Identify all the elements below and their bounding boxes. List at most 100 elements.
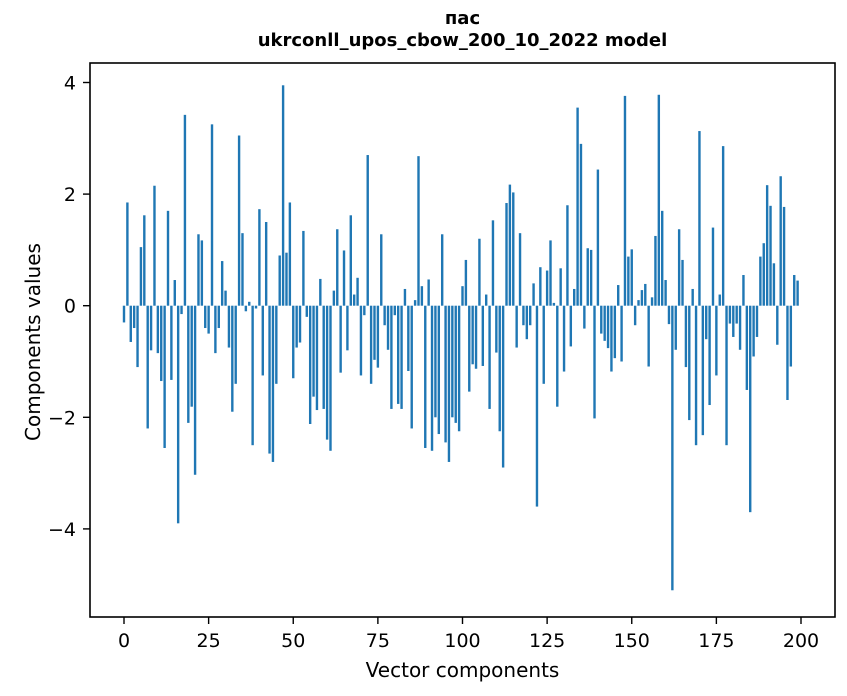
bar xyxy=(515,305,518,348)
bar xyxy=(427,279,430,306)
bar xyxy=(170,305,173,380)
bar xyxy=(325,305,329,440)
bar xyxy=(400,305,403,409)
bar xyxy=(220,261,224,306)
bar xyxy=(542,305,545,384)
bar xyxy=(708,305,711,406)
bar xyxy=(444,305,447,443)
bar xyxy=(485,294,488,306)
bar xyxy=(207,305,210,334)
bar xyxy=(332,290,336,306)
bar xyxy=(793,275,796,306)
chart-subtitle: ukrconll_upos_cbow_200_10_2022 model xyxy=(257,30,668,51)
bar xyxy=(603,305,606,341)
chart-title: пас xyxy=(444,8,481,29)
bar xyxy=(451,305,454,418)
bar xyxy=(694,305,698,446)
bar xyxy=(346,305,349,351)
bar xyxy=(759,256,762,306)
bar xyxy=(457,305,461,432)
bar xyxy=(501,305,505,468)
bar xyxy=(677,229,681,306)
bar xyxy=(654,235,657,306)
bar xyxy=(292,305,295,379)
y-tick-label: −4 xyxy=(48,519,76,541)
bar xyxy=(136,305,139,368)
bar xyxy=(481,305,485,366)
bar xyxy=(529,305,532,326)
bar xyxy=(258,209,261,306)
bar xyxy=(518,233,522,306)
bar xyxy=(244,305,248,312)
bar xyxy=(149,305,153,351)
bar xyxy=(667,305,671,325)
bar xyxy=(728,305,732,324)
bar xyxy=(535,305,539,507)
bar xyxy=(647,305,650,367)
bar xyxy=(339,305,342,373)
bar xyxy=(342,250,346,306)
bar xyxy=(329,305,332,451)
bar xyxy=(366,155,369,306)
bar xyxy=(650,297,654,306)
bar xyxy=(122,305,126,323)
bar xyxy=(420,286,424,306)
bar xyxy=(623,95,627,306)
bar xyxy=(278,255,281,306)
bar xyxy=(657,94,661,306)
bar xyxy=(606,305,610,349)
bar xyxy=(146,305,149,429)
bar xyxy=(288,202,292,306)
bar xyxy=(644,283,647,306)
bar xyxy=(308,305,312,424)
bar xyxy=(698,131,701,306)
bar xyxy=(627,256,630,306)
bar xyxy=(275,305,278,384)
bar xyxy=(782,206,786,306)
bar xyxy=(261,305,264,376)
bar xyxy=(424,305,427,448)
bar xyxy=(586,248,589,306)
bar xyxy=(705,305,708,340)
bar xyxy=(231,305,234,412)
bar xyxy=(440,234,444,306)
bar xyxy=(373,305,376,360)
x-axis-label: Vector components xyxy=(365,658,560,682)
bar xyxy=(454,305,457,423)
bar xyxy=(721,146,725,306)
bar xyxy=(545,270,549,306)
bar xyxy=(718,294,721,306)
bar xyxy=(562,305,566,372)
bar xyxy=(569,305,573,347)
bar xyxy=(735,305,738,324)
bar xyxy=(190,305,193,407)
bar xyxy=(396,305,400,404)
bar xyxy=(576,107,579,306)
bar xyxy=(522,305,525,326)
x-tick-label: 100 xyxy=(444,630,480,652)
bar xyxy=(302,230,305,306)
bar xyxy=(132,305,136,329)
bar xyxy=(532,283,535,306)
bar xyxy=(566,205,569,306)
x-tick-label: 0 xyxy=(118,630,130,652)
bar xyxy=(789,305,793,367)
y-tick-label: 4 xyxy=(64,73,76,95)
bar xyxy=(779,176,782,306)
bar xyxy=(508,184,512,306)
bar xyxy=(701,305,705,436)
bar xyxy=(363,305,366,316)
bar xyxy=(769,205,772,306)
bar xyxy=(478,238,481,306)
bar xyxy=(210,124,214,306)
bar xyxy=(156,305,160,354)
bar xyxy=(539,267,542,306)
bar xyxy=(126,202,129,306)
bar xyxy=(305,305,308,317)
bar xyxy=(251,305,254,446)
bar xyxy=(254,305,258,309)
bar xyxy=(681,259,684,306)
